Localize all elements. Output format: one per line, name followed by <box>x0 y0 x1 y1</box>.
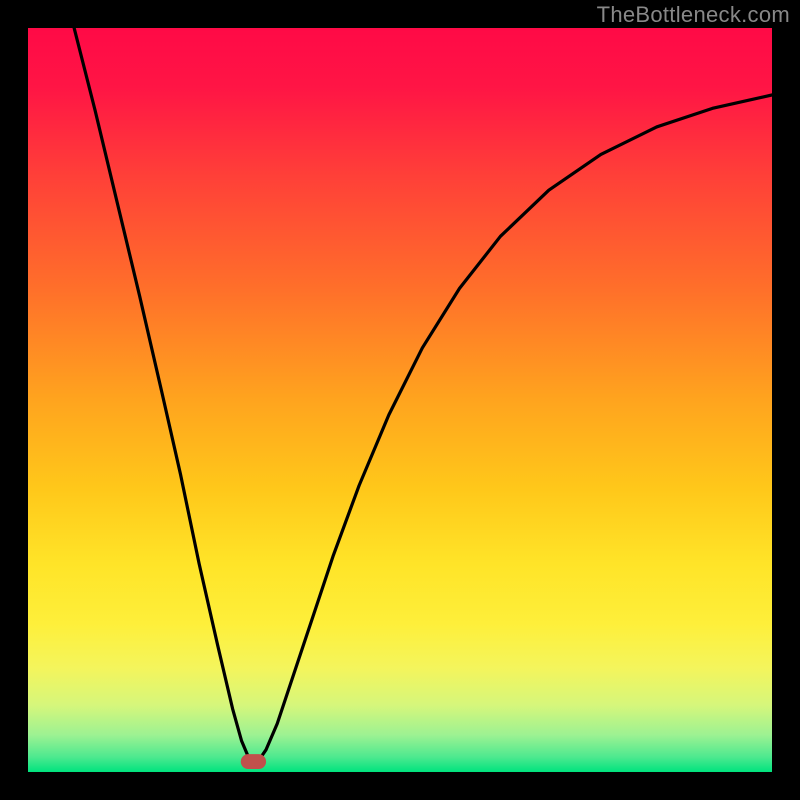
optimum-marker <box>241 754 266 769</box>
chart-container: TheBottleneck.com <box>0 0 800 800</box>
watermark-text: TheBottleneck.com <box>597 2 790 28</box>
gradient-background <box>28 28 772 772</box>
bottleneck-gradient-chart <box>0 0 800 800</box>
